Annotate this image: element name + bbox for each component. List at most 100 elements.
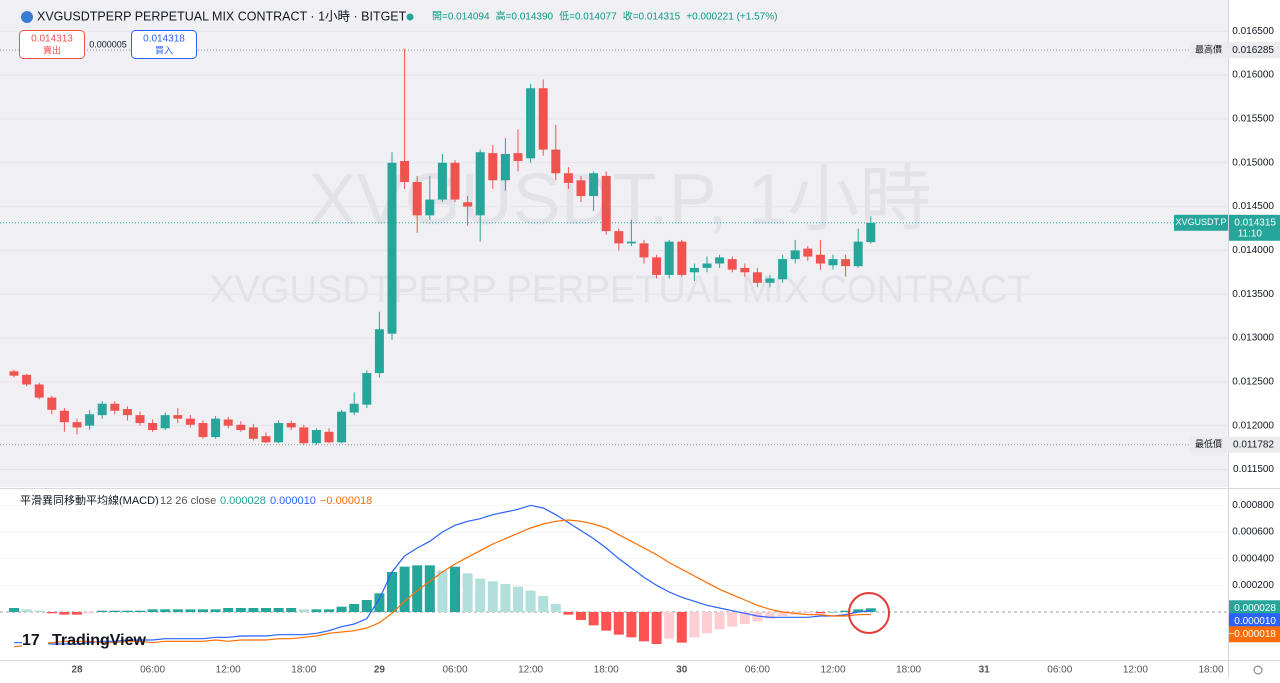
histogram-bar bbox=[626, 612, 637, 638]
spread: 0.000005 bbox=[89, 39, 127, 49]
histogram-bar bbox=[97, 610, 108, 612]
y-tick-label: 0.016500 bbox=[1232, 26, 1274, 37]
y-tick-label: 0.016000 bbox=[1232, 70, 1274, 81]
y-tick-label: 0.014500 bbox=[1232, 201, 1274, 212]
y-tick-label: 0.015500 bbox=[1232, 114, 1274, 125]
y-tick-label: 0.012000 bbox=[1232, 420, 1274, 431]
ohlc-value: 收=0.014315 bbox=[623, 10, 681, 23]
candle-body bbox=[85, 414, 95, 426]
candle-body bbox=[261, 436, 271, 443]
macd-line bbox=[13, 519, 871, 648]
logo: TradingView bbox=[52, 632, 147, 649]
buy-button[interactable] bbox=[131, 30, 197, 59]
candle-body bbox=[374, 329, 384, 374]
price-tag bbox=[1229, 626, 1280, 643]
histogram-bar bbox=[689, 612, 700, 638]
legend-histogram: 0.000028 bbox=[220, 495, 266, 507]
candle-body bbox=[715, 257, 725, 264]
candle-body bbox=[135, 415, 145, 424]
candle-body bbox=[815, 254, 825, 264]
histogram-bar bbox=[349, 604, 360, 612]
candle-body bbox=[828, 259, 838, 266]
histogram-bar bbox=[399, 566, 410, 612]
countdown: 11:10 bbox=[1238, 228, 1263, 239]
candle-body bbox=[513, 153, 523, 161]
histogram-bar bbox=[815, 612, 826, 614]
macd-line bbox=[14, 504, 871, 645]
candle-body bbox=[173, 415, 183, 419]
sell-price: 0.014313 bbox=[31, 34, 73, 45]
settings-icon[interactable] bbox=[1253, 665, 1263, 675]
histogram-bar bbox=[865, 608, 876, 612]
x-tick-label: 06:00 bbox=[442, 665, 467, 676]
last-price-tag bbox=[1229, 214, 1280, 241]
histogram-bar bbox=[336, 606, 347, 612]
watermark-subtitle: XVGUSDTPERP PERPETUAL MIX CONTRACT bbox=[209, 269, 1030, 311]
x-tick-label: 12:00 bbox=[518, 665, 543, 676]
candle-body bbox=[601, 175, 611, 232]
histogram-bar bbox=[210, 609, 221, 612]
symbol-title: XVGUSDTPERP PERPETUAL MIX CONTRACT · 1小時… bbox=[37, 9, 407, 23]
market-status bbox=[406, 13, 414, 21]
price-tag bbox=[1229, 600, 1280, 617]
histogram-bar bbox=[853, 609, 864, 612]
x-tick-label: 30 bbox=[676, 665, 688, 676]
candle-body bbox=[97, 403, 107, 416]
buy-price: 0.014318 bbox=[143, 34, 185, 45]
candle-body bbox=[274, 423, 284, 443]
histogram-bar bbox=[374, 593, 385, 612]
x-tick-label: 28 bbox=[71, 665, 83, 676]
candle-body bbox=[589, 173, 599, 197]
candle-body bbox=[778, 259, 788, 280]
y-tick-label: 0.013000 bbox=[1232, 333, 1274, 344]
ohlc-value: +0.000221 (+1.57%) bbox=[686, 12, 777, 23]
candle-body bbox=[311, 430, 321, 444]
candle-body bbox=[9, 371, 19, 376]
histogram-bar bbox=[361, 600, 372, 612]
ohlc-value: 低=0.014077 bbox=[559, 10, 617, 23]
price-tag-label: −0.000018 bbox=[1228, 629, 1276, 640]
legend-signal: −0.000018 bbox=[320, 495, 372, 507]
histogram-bar bbox=[714, 612, 725, 630]
logo-icon: 17 bbox=[22, 632, 40, 649]
logo-bg bbox=[22, 634, 48, 648]
histogram-bar bbox=[651, 612, 662, 644]
y-tick-label: 0.000800 bbox=[1232, 500, 1274, 511]
candle-body bbox=[614, 231, 624, 244]
candle-body bbox=[853, 241, 863, 267]
candle-body bbox=[551, 149, 561, 174]
candle-body bbox=[664, 241, 674, 275]
histogram-bar bbox=[412, 565, 423, 612]
histogram-bar bbox=[702, 612, 712, 634]
histogram-bar bbox=[198, 609, 208, 612]
macd-params: 12 26 close bbox=[160, 495, 216, 507]
candle-body bbox=[702, 263, 712, 268]
candle-body bbox=[211, 418, 221, 438]
histogram-bar bbox=[109, 610, 120, 612]
price-pane bbox=[0, 0, 1228, 487]
price-tag bbox=[1229, 613, 1280, 630]
candle-body bbox=[362, 373, 372, 405]
x-tick-label: 06:00 bbox=[745, 665, 770, 676]
histogram-bar bbox=[135, 610, 145, 612]
x-tick-label: 06:00 bbox=[1047, 665, 1072, 676]
y-tick-label: 0.015000 bbox=[1232, 157, 1274, 168]
histogram-bar bbox=[34, 610, 45, 612]
histogram-bar bbox=[538, 596, 549, 612]
x-tick-label: 06:00 bbox=[140, 665, 165, 676]
candle-body bbox=[626, 241, 636, 244]
candle-body bbox=[576, 180, 586, 197]
sell-button[interactable] bbox=[19, 30, 85, 59]
x-tick-label: 31 bbox=[979, 665, 991, 676]
x-tick-label: 12:00 bbox=[820, 665, 845, 676]
candle-body bbox=[324, 431, 334, 443]
histogram-bar bbox=[286, 608, 297, 612]
price-tag bbox=[1190, 42, 1280, 59]
candle-body bbox=[450, 162, 460, 200]
x-tick-label: 18:00 bbox=[291, 665, 316, 676]
histogram-bar bbox=[525, 590, 536, 612]
price-tag-value: 0.016285 bbox=[1232, 45, 1274, 56]
price-tag-label: 0.000010 bbox=[1234, 616, 1276, 627]
histogram-bar bbox=[59, 612, 70, 615]
